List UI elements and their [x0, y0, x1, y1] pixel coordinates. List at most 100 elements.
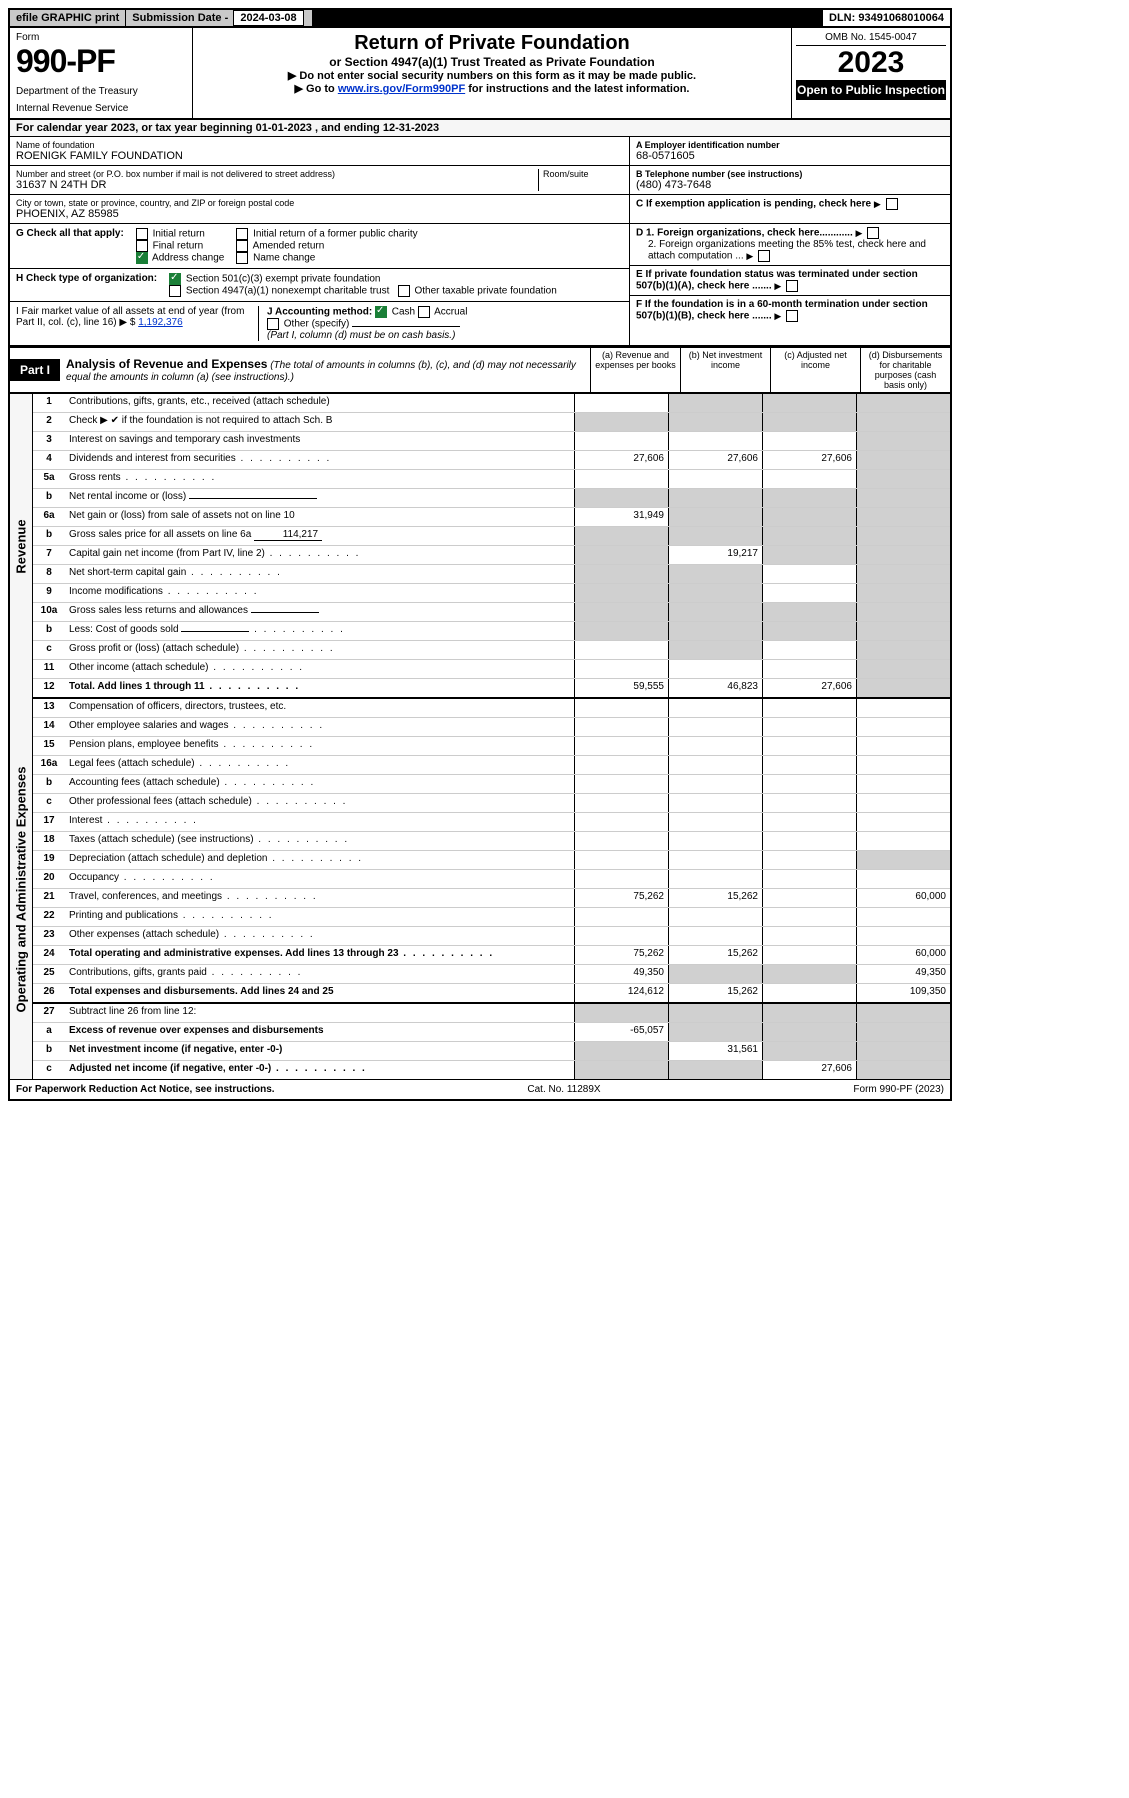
row-desc: Pension plans, employee benefits: [65, 737, 574, 755]
g-name-checkbox[interactable]: [236, 252, 248, 264]
row-num: b: [33, 622, 65, 640]
top-bar: efile GRAPHIC print Submission Date - 20…: [10, 10, 950, 28]
row-desc: Dividends and interest from securities: [65, 451, 574, 469]
row-desc: Contributions, gifts, grants, etc., rece…: [65, 394, 574, 412]
d1-checkbox[interactable]: [867, 227, 879, 239]
header-row: Form 990-PF Department of the Treasury I…: [10, 28, 950, 118]
ij-row: I Fair market value of all assets at end…: [10, 302, 629, 345]
f-checkbox[interactable]: [786, 310, 798, 322]
city-label: City or town, state or province, country…: [16, 198, 623, 208]
arrow-icon: [774, 281, 783, 292]
g-amended-checkbox[interactable]: [236, 240, 248, 252]
row-num: 22: [33, 908, 65, 926]
j-cash-checkbox[interactable]: [375, 306, 387, 318]
revenue-rows: 1Contributions, gifts, grants, etc., rec…: [33, 394, 950, 699]
row-desc: Accounting fees (attach schedule): [65, 775, 574, 793]
c-checkbox[interactable]: [886, 198, 898, 210]
g-initial-checkbox[interactable]: [136, 228, 148, 240]
row-num: 10a: [33, 603, 65, 621]
e-checkbox[interactable]: [786, 280, 798, 292]
footer-left: For Paperwork Reduction Act Notice, see …: [16, 1084, 275, 1095]
row-desc: Adjusted net income (if negative, enter …: [65, 1061, 574, 1079]
row-desc: Check ▶ ✔ if the foundation is not requi…: [65, 413, 574, 431]
footer-right: Form 990-PF (2023): [853, 1084, 944, 1095]
tax-year: 2023: [796, 46, 946, 80]
row-desc: Travel, conferences, and meetings: [65, 889, 574, 907]
city-cell: City or town, state or province, country…: [10, 195, 629, 223]
j-other-checkbox[interactable]: [267, 318, 279, 330]
cell-value: 46,823: [668, 679, 762, 697]
efile-label[interactable]: efile GRAPHIC print: [10, 10, 126, 26]
inline-value: 114,217: [254, 529, 322, 541]
info-block: Name of foundation ROENIGK FAMILY FOUNDA…: [10, 137, 950, 224]
cell-value: 27,606: [762, 1061, 856, 1079]
row-desc: Net investment income (if negative, ente…: [65, 1042, 574, 1060]
row-num: 9: [33, 584, 65, 602]
row-desc: Net gain or (loss) from sale of assets n…: [65, 508, 574, 526]
addr-label: Number and street (or P.O. box number if…: [16, 169, 538, 179]
row-desc: Interest on savings and temporary cash i…: [65, 432, 574, 450]
cell-value: 31,561: [668, 1042, 762, 1060]
h-opt2: Section 4947(a)(1) nonexempt charitable …: [186, 286, 389, 297]
row-num: b: [33, 1042, 65, 1060]
room-label: Room/suite: [543, 169, 623, 179]
row-num: 2: [33, 413, 65, 431]
g-initial-public-checkbox[interactable]: [236, 228, 248, 240]
ein-value: 68-0571605: [636, 150, 944, 162]
row-desc: Gross profit or (loss) (attach schedule): [65, 641, 574, 659]
revenue-table: Revenue 1Contributions, gifts, grants, e…: [10, 394, 950, 699]
irs-label: Internal Revenue Service: [16, 103, 186, 114]
g-opt2: Final return: [153, 241, 204, 252]
h-4947-checkbox[interactable]: [169, 285, 181, 297]
fmv-value[interactable]: 1,192,376: [138, 317, 183, 328]
tel-value: (480) 473-7648: [636, 179, 944, 191]
i-label: I Fair market value of all assets at end…: [16, 306, 244, 328]
row-num: 26: [33, 984, 65, 1002]
h-row: H Check type of organization: Section 50…: [10, 269, 629, 302]
part1-tag: Part I: [10, 359, 60, 381]
j-note: (Part I, column (d) must be on cash basi…: [267, 330, 455, 341]
cal-a: For calendar year 2023, or tax year begi…: [16, 122, 256, 134]
row-num: 20: [33, 870, 65, 888]
f-cell: F If the foundation is in a 60-month ter…: [630, 296, 950, 325]
row-num: 27: [33, 1004, 65, 1022]
cell-value: 27,606: [762, 679, 856, 697]
row-num: 5a: [33, 470, 65, 488]
g-opt3: Amended return: [253, 241, 325, 252]
row-desc: Net rental income or (loss): [65, 489, 574, 507]
j-accrual-checkbox[interactable]: [418, 306, 430, 318]
spacer: [313, 10, 823, 26]
address-cell: Number and street (or P.O. box number if…: [10, 166, 629, 195]
row-desc: Contributions, gifts, grants paid: [65, 965, 574, 983]
row-desc: Compensation of officers, directors, tru…: [65, 699, 574, 717]
irs-link[interactable]: www.irs.gov/Form990PF: [338, 83, 465, 95]
ein-cell: A Employer identification number 68-0571…: [630, 137, 950, 166]
cell-value: 75,262: [574, 889, 668, 907]
row-num: 17: [33, 813, 65, 831]
form-container: efile GRAPHIC print Submission Date - 20…: [8, 8, 952, 1101]
foundation-name: ROENIGK FAMILY FOUNDATION: [16, 150, 623, 162]
d2-checkbox[interactable]: [758, 250, 770, 262]
name-label: Name of foundation: [16, 140, 623, 150]
c-cell: C If exemption application is pending, c…: [630, 195, 950, 213]
row-desc: Taxes (attach schedule) (see instruction…: [65, 832, 574, 850]
d-cell: D 1. Foreign organizations, check here..…: [630, 224, 950, 266]
submission-label: Submission Date - 2024-03-08: [126, 10, 312, 26]
row-desc: Excess of revenue over expenses and disb…: [65, 1023, 574, 1041]
row-desc: Legal fees (attach schedule): [65, 756, 574, 774]
street-address: 31637 N 24TH DR: [16, 179, 538, 191]
h-other-checkbox[interactable]: [398, 285, 410, 297]
row-desc: Other income (attach schedule): [65, 660, 574, 678]
row-desc: Net short-term capital gain: [65, 565, 574, 583]
cell-value: 15,262: [668, 889, 762, 907]
footer-mid: Cat. No. 11289X: [527, 1084, 600, 1095]
g-address-checkbox[interactable]: [136, 252, 148, 264]
mid-left: G Check all that apply: Initial return F…: [10, 224, 629, 345]
h-501c3-checkbox[interactable]: [169, 273, 181, 285]
row-num: 23: [33, 927, 65, 945]
row-num: 12: [33, 679, 65, 697]
cal-begin: 01-01-2023: [256, 122, 312, 134]
cell-value: 59,555: [574, 679, 668, 697]
expense-sidebar: Operating and Administrative Expenses: [10, 699, 33, 1079]
dept-treasury: Department of the Treasury: [16, 86, 186, 97]
